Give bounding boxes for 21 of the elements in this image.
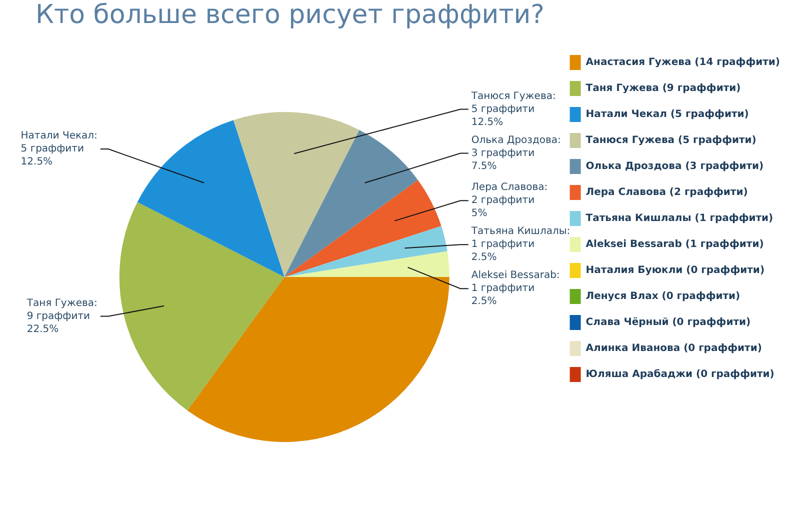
legend-label: Натали Чекал (5 граффити)	[586, 109, 749, 120]
data-label: Олька Дроздова: 3 граффити 7.5%	[471, 134, 561, 172]
chart-title: Кто больше всего рисует граффити?	[34, 0, 546, 32]
legend-label: Слава Чёрный (0 граффити)	[586, 317, 751, 328]
legend-label: Aleksei Bessarab (1 граффити)	[586, 239, 764, 250]
legend-label: Татьяна Кишлалы (1 граффити)	[586, 213, 774, 224]
data-label: Татьяна Кишлалы: 1 граффити 2.5%	[470, 226, 570, 264]
legend-label: Ленуся Влах (0 граффити)	[586, 291, 740, 302]
data-label: Танюся Гужева: 5 граффити 12.5%	[470, 90, 556, 128]
data-label: Натали Чекал: 5 граффити 12.5%	[20, 130, 98, 168]
legend-label: Танюся Гужева (5 граффити)	[586, 135, 756, 146]
data-label: Aleksei Bessarab: 1 граффити 2.5%	[471, 270, 560, 308]
data-label: Таня Гужева: 9 граффити 22.5%	[26, 298, 98, 335]
legend-label: Юляша Арабаджи (0 граффити)	[586, 369, 774, 380]
legend-label: Алинка Иванова (0 граффити)	[586, 343, 762, 354]
legend-label: Олька Дроздова (3 граффити)	[586, 161, 764, 172]
legend-label: Лера Славова (2 граффити)	[586, 187, 748, 198]
data-label: Лера Славова: 2 граффити 5%	[471, 182, 548, 220]
legend-label: Наталия Буюкли (0 граффити)	[586, 265, 765, 276]
legend-label: Таня Гужева (9 граффити)	[586, 83, 741, 94]
legend-label: Анастасия Гужева (14 граффити)	[586, 57, 780, 68]
